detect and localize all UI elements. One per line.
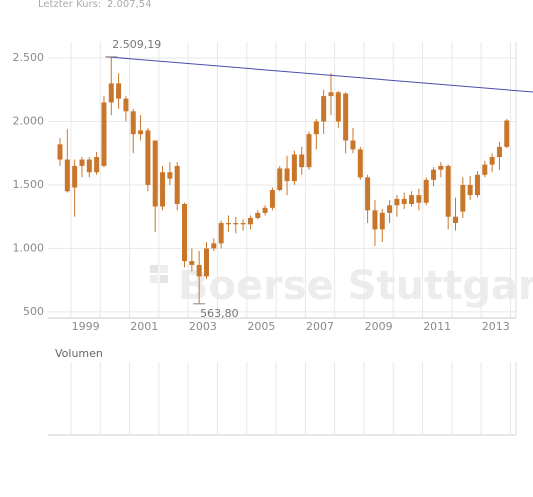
candle-body xyxy=(438,165,444,170)
candle-body xyxy=(489,157,495,165)
candle-body xyxy=(467,184,473,196)
candle-body xyxy=(247,217,253,225)
candle-body xyxy=(225,223,231,225)
candle-body xyxy=(116,83,122,99)
y-tick-label: 1.000 xyxy=(13,241,45,254)
candle-body xyxy=(269,190,275,208)
candle-body xyxy=(240,223,246,225)
candle-body xyxy=(423,179,429,203)
candle-body xyxy=(123,98,129,112)
annotation: 2.509,19 xyxy=(112,38,161,51)
x-tick-label: 2009 xyxy=(365,320,393,333)
candle-body xyxy=(504,120,510,147)
candle-body xyxy=(474,174,480,196)
candle-body xyxy=(453,216,459,224)
candle-body xyxy=(145,130,151,185)
x-tick-label: 2003 xyxy=(189,320,217,333)
candle-body xyxy=(189,261,195,265)
y-tick-label: 1.500 xyxy=(13,178,45,191)
candle-body xyxy=(306,134,312,168)
candle-body xyxy=(277,168,283,191)
candle-body xyxy=(130,111,136,135)
candle-body xyxy=(313,121,319,135)
candle-body xyxy=(350,140,356,150)
candle-body xyxy=(496,146,502,158)
candle-body xyxy=(328,92,334,97)
candle-body xyxy=(284,168,290,182)
candle-body xyxy=(379,212,385,230)
candle-body xyxy=(365,177,371,211)
candle-body xyxy=(335,92,341,122)
x-tick-label: 1999 xyxy=(72,320,100,333)
candle-body xyxy=(401,198,407,204)
candle-body xyxy=(138,130,144,135)
candle-body xyxy=(321,96,327,122)
candle-body xyxy=(482,164,488,175)
watermark-logo xyxy=(150,265,168,283)
candle-body xyxy=(94,157,100,173)
candle-body xyxy=(167,172,173,179)
candle-body xyxy=(182,203,188,262)
candle-body xyxy=(445,165,451,217)
candle-body xyxy=(416,195,422,203)
candle-body xyxy=(343,93,349,141)
candle-body xyxy=(79,159,85,166)
volume-title: Volumen xyxy=(55,347,103,360)
candle-body xyxy=(431,169,437,180)
y-tick-label: 500 xyxy=(23,305,44,318)
y-tick-label: 2.000 xyxy=(13,114,45,127)
candle-body xyxy=(86,159,92,173)
x-tick-label: 2011 xyxy=(423,320,451,333)
candle-body xyxy=(108,83,114,103)
candle-body xyxy=(255,212,261,218)
candle-body xyxy=(460,184,466,212)
last-price: 2.007,54 xyxy=(107,0,152,10)
candle-body xyxy=(211,243,217,249)
candle-body xyxy=(57,144,63,160)
last-price-label: Letzter Kurs: xyxy=(38,0,101,10)
y-tick-label: 2.500 xyxy=(13,51,45,64)
candle-body xyxy=(233,223,239,225)
x-tick-label: 2013 xyxy=(482,320,510,333)
candle-body xyxy=(72,165,78,188)
watermark: Boerse Stuttgart xyxy=(178,263,533,309)
candle-body xyxy=(174,165,180,204)
candle-body xyxy=(152,140,158,207)
candle-body xyxy=(262,207,268,213)
candle-body xyxy=(218,223,224,244)
candle-body xyxy=(387,205,393,213)
x-tick-label: 2007 xyxy=(306,320,334,333)
candle-body xyxy=(160,172,166,207)
x-tick-label: 2005 xyxy=(247,320,275,333)
candle-body xyxy=(409,195,415,204)
candle-body xyxy=(291,154,297,182)
x-tick-label: 2001 xyxy=(130,320,158,333)
candle-body xyxy=(357,149,363,178)
candle-body xyxy=(203,248,209,277)
candle-body xyxy=(196,264,202,277)
annotation: 563,80 xyxy=(200,307,239,320)
candle-body xyxy=(394,198,400,206)
candle-body xyxy=(299,154,305,168)
candle-body xyxy=(101,102,107,166)
candle-body xyxy=(64,159,70,192)
candle-body xyxy=(372,210,378,230)
trendline xyxy=(106,56,533,93)
